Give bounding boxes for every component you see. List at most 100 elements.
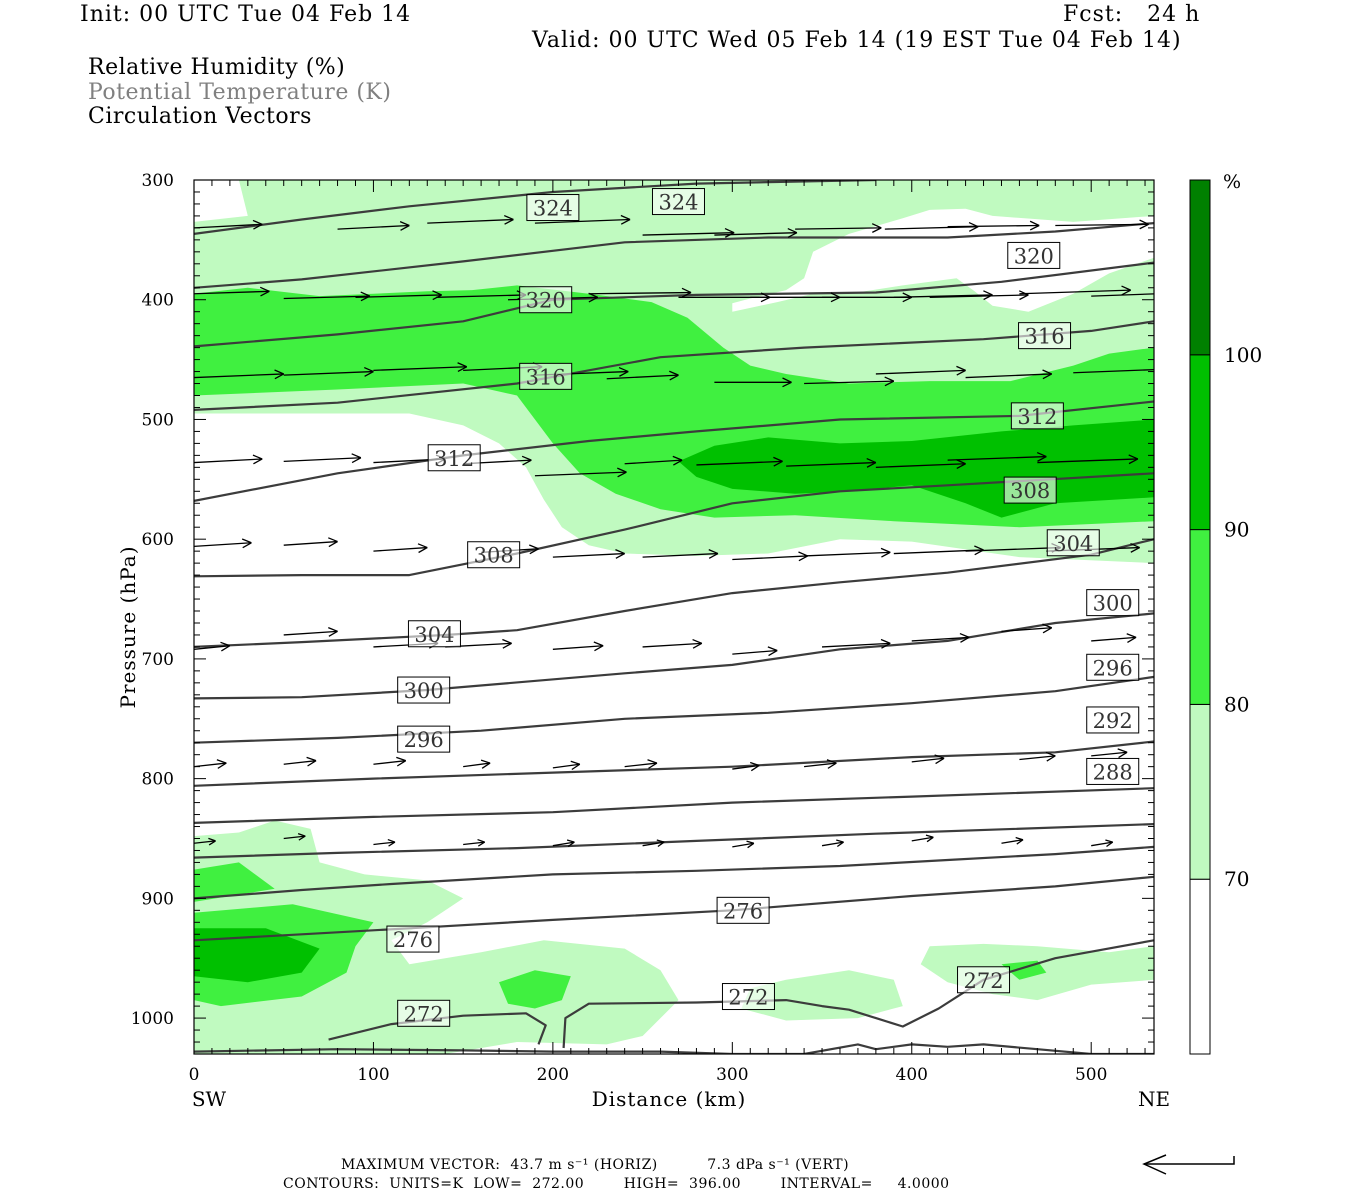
vector-shaft: [194, 840, 216, 844]
vector-head: [750, 764, 760, 772]
vector-head: [884, 376, 895, 382]
circulation-vector: [911, 834, 934, 843]
vector-shaft: [534, 471, 627, 477]
vector-head: [1158, 369, 1167, 374]
max-vector-head: [1142, 1154, 1167, 1175]
isentrope-label-box: [427, 444, 481, 472]
isentrope-296: [194, 612, 1154, 700]
vector-shaft: [373, 366, 467, 372]
isentrope-label-box: [1086, 653, 1140, 681]
circulation-vector: [552, 760, 581, 771]
isentrope-label-box: [1007, 241, 1061, 269]
vector-head: [480, 759, 491, 764]
vector-shaft: [1091, 636, 1137, 642]
isentrope-label: 308: [1003, 476, 1057, 504]
vector-shaft: [194, 645, 230, 650]
isentrope-label-text: 304: [1053, 532, 1093, 556]
isentrope-316: [194, 261, 1154, 348]
vector-head: [968, 226, 979, 232]
x-tick-label: 300: [716, 1065, 748, 1085]
circulation-vector: [373, 756, 407, 767]
colorbar-swatch: [1189, 529, 1211, 705]
circulation-vector: [929, 290, 1029, 301]
circulation-vector: [1019, 751, 1056, 762]
vector-shaft: [821, 841, 844, 847]
isentrope-label-box: [467, 541, 521, 569]
circulation-vector: [534, 467, 627, 478]
vector-shaft: [624, 459, 683, 465]
circulation-vector: [875, 365, 966, 376]
isentropes: [194, 180, 1154, 1054]
isentrope-label-box: [397, 676, 451, 704]
isentrope-label-box: [386, 925, 440, 953]
vector-head: [773, 456, 783, 462]
vector-head: [902, 296, 913, 303]
isentrope-300: [194, 538, 1154, 648]
vector-head: [253, 223, 263, 230]
vector-shaft: [893, 294, 993, 298]
circulation-vector: [821, 839, 844, 848]
vector-head: [216, 759, 227, 764]
vector-head: [1242, 294, 1251, 298]
vector-head: [566, 839, 575, 843]
isentrope-320: [194, 222, 1154, 289]
vector-shaft: [552, 645, 604, 650]
vector-head: [252, 219, 263, 225]
isentrope-label-box: [1086, 589, 1140, 617]
vector-head: [656, 839, 665, 843]
vector-shaft: [1091, 751, 1128, 757]
vector-head: [1247, 455, 1256, 459]
circulation-vector: [642, 638, 703, 649]
vector-head: [1242, 289, 1251, 293]
vector-head: [1238, 368, 1247, 372]
vector-shaft: [911, 836, 934, 842]
circulation-vector: [732, 840, 755, 849]
vector-head: [1239, 372, 1248, 377]
vector-head: [432, 290, 442, 296]
isentrope-label: 272: [397, 999, 451, 1027]
circulation-vector: [373, 543, 428, 554]
y-tick-label: 1000: [131, 1009, 174, 1029]
circulation-vector: [696, 456, 783, 467]
x-endpoint-left: SW: [192, 1087, 227, 1111]
vector-head: [364, 370, 374, 377]
isentrope-label-text: 324: [533, 197, 573, 221]
vector-shaft: [283, 540, 338, 546]
vector-shaft: [283, 457, 361, 463]
vector-shaft: [1091, 293, 1154, 297]
circulation-vector: [1001, 836, 1024, 845]
circulation-vector: [337, 221, 410, 231]
x-tick-label: 100: [357, 1065, 389, 1085]
x-tick-label: 200: [537, 1065, 569, 1085]
y-tick-label: 700: [142, 650, 174, 670]
vector-head: [253, 458, 263, 465]
colorbar-swatch: [1189, 354, 1211, 531]
vector-shaft: [786, 461, 876, 467]
vector-head: [747, 842, 755, 849]
isentrope-label-box: [1003, 476, 1057, 504]
isentrope-276: [194, 845, 1154, 900]
vector-head: [252, 454, 263, 460]
vector-head: [588, 296, 599, 303]
legend-potential-temperature: Potential Temperature (K): [88, 80, 392, 105]
vector-head: [782, 377, 792, 383]
vector-head: [1046, 755, 1056, 762]
rh-80-region: [194, 862, 275, 902]
vector-head: [388, 841, 396, 847]
vector-shaft: [283, 630, 338, 636]
vector-head: [1019, 290, 1029, 296]
isentrope-324: [194, 180, 876, 235]
vector-shaft: [732, 764, 760, 770]
circulation-vector: [194, 759, 227, 769]
vector-head: [364, 366, 374, 373]
vector-shaft: [642, 841, 665, 847]
isentrope-280: [194, 823, 1154, 859]
vector-shaft: [427, 218, 514, 224]
circulation-vector: [463, 759, 491, 769]
vector-head: [881, 642, 891, 649]
vector-head: [1029, 220, 1040, 227]
vector-head: [208, 837, 216, 842]
vector-head: [760, 296, 771, 303]
vector-shaft: [1073, 369, 1154, 374]
circulation-vector: [804, 547, 891, 558]
